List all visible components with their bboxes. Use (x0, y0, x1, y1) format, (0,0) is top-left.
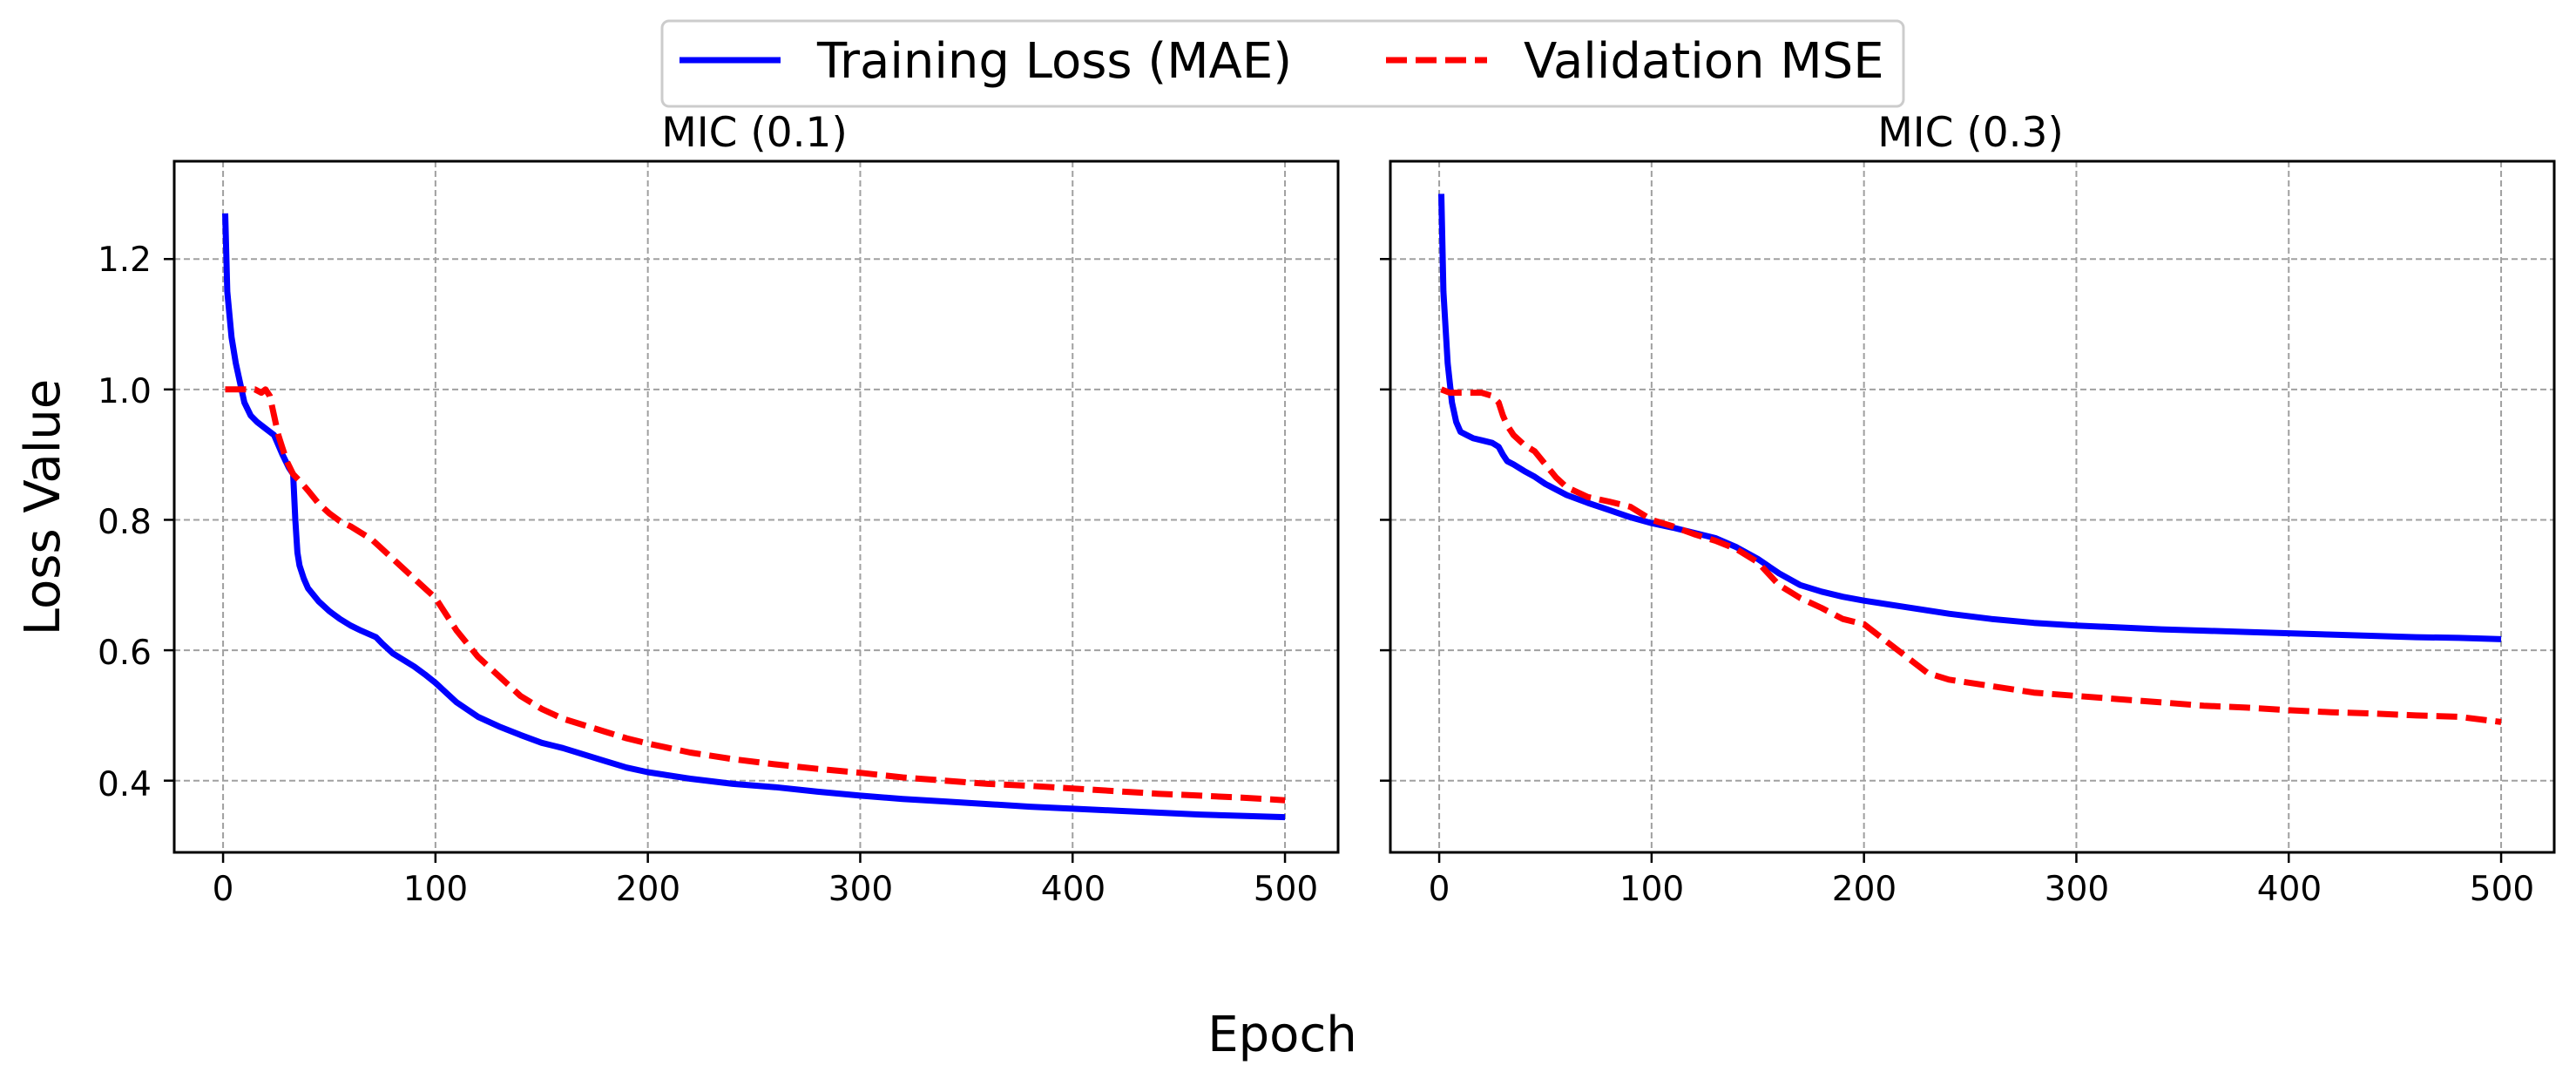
series-lines (1438, 193, 2502, 725)
x-tick-label: 0 (213, 870, 234, 909)
y-tick-label: 0.4 (98, 765, 152, 804)
training-loss-line (222, 213, 1286, 821)
x-tick-label: 0 (1429, 870, 1450, 909)
y-tick-label: 0.6 (98, 634, 152, 673)
x-tick-label: 300 (828, 870, 893, 909)
x-tick-label: 400 (1041, 870, 1105, 909)
legend-label-training: Training Loss (MAE) (816, 33, 1292, 90)
tick-marks (1380, 257, 2503, 863)
tick-marks (164, 257, 1287, 863)
x-tick-label: 300 (2045, 870, 2109, 909)
legend-label-validation: Validation MSE (1524, 33, 1884, 90)
x-tick-label: 500 (1254, 870, 1318, 909)
x-tick-labels: 0 100 200 300 400 500 (1429, 870, 2535, 909)
y-tick-label: 0.8 (98, 503, 152, 542)
legend: Training Loss (MAE) Validation MSE (660, 19, 1905, 108)
panel-mic-0-3: MIC (0.3) 0 100 200 300 400 500 (1380, 109, 2556, 909)
x-tick-label: 500 (2470, 870, 2534, 909)
x-axis-label: Epoch (1207, 1007, 1356, 1063)
plot-frame (1389, 159, 2556, 854)
series-lines (222, 213, 1286, 821)
x-tick-label: 100 (1619, 870, 1684, 909)
validation-mse-line (225, 386, 1286, 804)
validation-mse-line (1440, 386, 2502, 725)
x-tick-label: 200 (1832, 870, 1897, 909)
x-tick-label: 100 (403, 870, 468, 909)
grid-lines (174, 161, 1338, 852)
y-axis-label: Loss Value (15, 379, 71, 635)
panel-mic-0-1: MIC (0.1) 0 100 200 300 400 500 0.4 0.6 … (98, 109, 1340, 909)
training-loss-line (1438, 193, 2502, 642)
y-tick-label: 1.0 (98, 372, 152, 411)
y-tick-label: 1.2 (98, 241, 152, 280)
plot-frame (172, 159, 1340, 854)
y-tick-labels: 0.4 0.6 0.8 1.0 1.2 (98, 241, 152, 804)
x-tick-label: 200 (616, 870, 680, 909)
x-tick-labels: 0 100 200 300 400 500 (213, 870, 1319, 909)
grid-lines (1390, 161, 2554, 852)
panel-title: MIC (0.1) (661, 109, 848, 157)
panel-title: MIC (0.3) (1877, 109, 2064, 157)
x-tick-label: 400 (2257, 870, 2322, 909)
legend-frame (660, 19, 1905, 108)
